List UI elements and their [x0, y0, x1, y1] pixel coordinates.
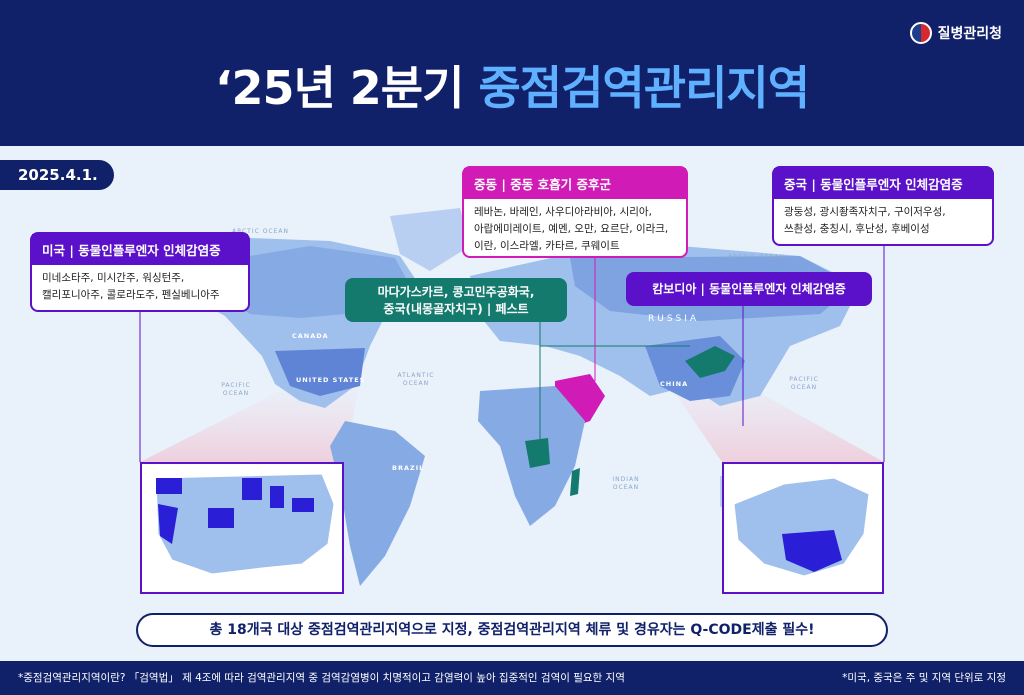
agency-logo: 질병관리청	[909, 22, 1002, 44]
region-body-middle-east: 레바논, 바레인, 사우디아라비아, 시리아, 아랍에미레이트, 예멘, 오만,…	[464, 199, 686, 260]
label-arctic-east: ARCTIC OCEAN	[728, 254, 785, 261]
region-box-us: 미국 | 동물인플루엔자 인체감염증 미네소타주, 미시간주, 워싱턴주, 캘리…	[30, 232, 250, 312]
world-map	[139, 208, 885, 586]
inner-mongolia-highlight	[685, 346, 735, 378]
date-badge: 2025.4.1.	[0, 160, 114, 190]
label-pacific-east: PACIFIC OCEAN	[789, 376, 819, 391]
footer-note: *미국, 중국은 주 및 지역 단위로 지정	[842, 672, 1006, 684]
footer: *중점검역관리지역이란? 「검역법」 제 4조에 따라 검역관리지역 중 검역감…	[0, 661, 1024, 695]
label-indian: INDIAN OCEAN	[612, 476, 640, 491]
region-head-middle-east: 중동 | 중동 호흡기 증후군	[464, 168, 686, 199]
footer-definition: *중점검역관리지역이란? 「검역법」 제 4조에 따라 검역관리지역 중 검역감…	[18, 672, 625, 684]
notice-banner: 총 18개국 대상 중점검역관리지역으로 지정, 중점검역관리지역 체류 및 경…	[136, 613, 888, 647]
region-box-plague: 마다가스카르, 콩고민주공화국, 중국(내몽골자치구) | 페스트	[345, 278, 567, 322]
us-inset-map	[140, 462, 344, 594]
title-prefix: ‘25년 2분기	[214, 61, 464, 115]
region-box-china: 중국 | 동물인플루엔자 인체감염증 광둥성, 광시좡족자치구, 구이저우성, …	[772, 166, 994, 246]
region-line: 레바논, 바레인, 사우디아라비아, 시리아,	[474, 206, 652, 218]
region-box-middle-east: 중동 | 중동 호흡기 증후군 레바논, 바레인, 사우디아라비아, 시리아, …	[462, 166, 688, 258]
region-head-us: 미국 | 동물인플루엔자 인체감염증	[32, 234, 248, 265]
label-brazil: BRAZIL	[392, 464, 425, 472]
region-line: 마다가스카르, 콩고민주공화국,	[377, 285, 535, 299]
page-title: ‘25년 2분기 중점검역관리지역	[0, 52, 1024, 118]
title-highlight: 중점검역관리지역	[478, 61, 810, 115]
region-line: 캘리포니아주, 콜로라도주, 펜실베니아주	[42, 289, 220, 301]
region-line: 광둥성, 광시좡족자치구, 구이저우성,	[784, 206, 946, 218]
label-china: CHINA	[660, 380, 689, 388]
madagascar-highlight	[570, 468, 580, 496]
greenland	[390, 208, 470, 271]
agency-name: 질병관리청	[937, 26, 1002, 42]
label-usa: UNITED STATES	[296, 376, 366, 384]
region-line: 이란, 이스라엘, 카타르, 쿠웨이트	[474, 240, 620, 252]
label-arctic-west: ARCTIC OCEAN	[232, 228, 289, 235]
label-pacific-west: PACIFIC OCEAN	[221, 382, 251, 397]
congo-highlight	[525, 438, 550, 468]
usa-shape	[275, 348, 365, 396]
china-detail-map	[733, 477, 870, 577]
region-body-us: 미네소타주, 미시간주, 워싱턴주, 캘리포니아주, 콜로라도주, 펜실베니아주	[32, 265, 248, 309]
label-russia: RUSSIA	[648, 314, 700, 324]
us-detail-map	[155, 473, 335, 575]
label-canada: CANADA	[292, 332, 329, 340]
region-head-china: 중국 | 동물인플루엔자 인체감염증	[774, 168, 992, 199]
label-atlantic: ATLANTIC OCEAN	[397, 372, 435, 387]
region-body-china: 광둥성, 광시좡족자치구, 구이저우성, 쓰촨성, 충칭시, 후난성, 후베이성	[774, 199, 992, 243]
south-america	[330, 421, 425, 586]
region-box-cambodia: 캄보디아 | 동물인플루엔자 인체감염증	[626, 272, 872, 306]
region-line: 쓰촨성, 충칭시, 후난성, 후베이성	[784, 223, 930, 235]
china-inset-map	[722, 462, 884, 594]
region-line: 미네소타주, 미시간주, 워싱턴주,	[42, 272, 185, 284]
taegeuk-icon	[909, 22, 932, 44]
region-line: 중국(내몽골자치구) | 페스트	[383, 302, 529, 316]
header: 질병관리청 ‘25년 2분기 중점검역관리지역	[0, 0, 1024, 146]
region-line: 아랍에미레이트, 예멘, 오만, 요르단, 이라크,	[474, 223, 669, 235]
